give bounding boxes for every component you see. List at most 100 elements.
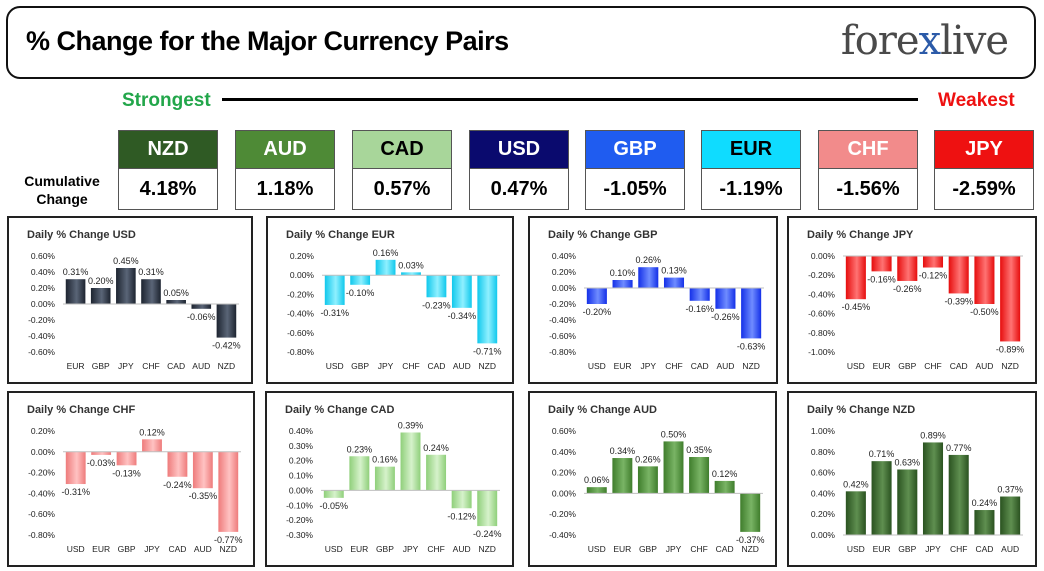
y-tick-label: -0.20% (808, 270, 835, 280)
y-tick-label: -1.00% (808, 347, 835, 357)
currency-code: CHF (819, 131, 917, 169)
data-label: -0.13% (112, 468, 141, 478)
data-label: 0.10% (610, 268, 636, 278)
chart-title: Daily % Change NZD (807, 404, 915, 416)
data-label: 0.63% (895, 457, 921, 467)
bar-cad-gbp (374, 466, 395, 491)
bar-gbp-jpy (638, 267, 659, 288)
bar-chf-jpy (142, 439, 162, 452)
bar-eur-gbp (350, 275, 371, 285)
x-category-label: AUD (453, 361, 471, 371)
x-category-label: USD (588, 361, 606, 371)
currency-code: USD (470, 131, 568, 169)
y-tick-label: -0.20% (28, 315, 55, 325)
data-label: -0.50% (970, 307, 999, 317)
data-label: 0.03% (398, 260, 424, 270)
bar-jpy-gbp (897, 256, 918, 281)
data-label: 0.35% (686, 445, 712, 455)
data-label: -0.63% (737, 341, 766, 351)
bar-eur-cad (426, 275, 447, 298)
y-tick-label: -0.20% (549, 299, 576, 309)
bar-eur-jpy (375, 259, 396, 276)
x-category-label: JPY (640, 361, 656, 371)
chart-title: Daily % Change USD (27, 229, 136, 241)
bar-aud-chf (689, 457, 710, 494)
x-category-label: CHF (427, 544, 444, 554)
chart-panel-aud: Daily % Change AUD 0.60% 0.40% 0.20% 0.00% -0… (528, 391, 777, 567)
bar-aud-usd (586, 487, 607, 494)
chart-title: Daily % Change EUR (286, 229, 395, 241)
data-label: -0.06% (187, 312, 216, 322)
currency-value: -1.56% (819, 169, 917, 209)
y-tick-label: 0.60% (31, 251, 56, 261)
currency-value: 1.18% (236, 169, 334, 209)
bar-usd-jpy (116, 268, 136, 304)
bar-cad-jpy (400, 432, 421, 491)
forexlive-logo: forexlive (840, 18, 1009, 64)
x-category-label: USD (326, 361, 344, 371)
x-category-label: CAD (427, 361, 445, 371)
data-label: 0.05% (163, 288, 189, 298)
bar-eur-chf (401, 272, 421, 276)
chart-aud: Daily % Change AUD 0.60% 0.40% 0.20% 0.00% -0… (548, 404, 764, 554)
data-label: 0.06% (584, 475, 610, 485)
y-tick-label: 0.00% (31, 447, 56, 457)
x-category-label: CHF (142, 361, 159, 371)
x-category-label: CAD (950, 361, 968, 371)
y-tick-label: -0.20% (287, 289, 314, 299)
data-label: 0.26% (636, 255, 662, 265)
y-tick-label: -0.40% (549, 315, 576, 325)
chart-panel-usd: Daily % Change USD 0.60% 0.40% 0.20% 0.00% -0… (7, 216, 253, 384)
y-tick-label: -0.40% (28, 488, 55, 498)
chart-jpy: Daily % Change JPY 0.00% -0.20% -0.40% -0.60… (807, 229, 1024, 371)
x-category-label: NZD (479, 361, 496, 371)
x-category-label: NZD (478, 544, 495, 554)
y-tick-label: 0.40% (811, 488, 836, 498)
data-label: 0.23% (347, 444, 373, 454)
y-tick-label: -0.60% (287, 328, 314, 338)
strength-scale-line (222, 98, 918, 101)
y-tick-label: 0.40% (552, 447, 577, 457)
data-label: -0.20% (583, 307, 612, 317)
bar-aud-eur (612, 458, 633, 494)
x-category-label: CHF (950, 544, 967, 554)
x-category-label: USD (588, 544, 606, 554)
x-category-label: CAD (168, 544, 186, 554)
x-category-label: GBP (351, 361, 369, 371)
y-tick-label: 0.00% (552, 283, 577, 293)
data-label: -0.39% (944, 296, 973, 306)
x-category-label: GBP (92, 361, 110, 371)
chart-chf: Daily % Change CHF 0.20% 0.00% -0.20% -0.40%… (27, 404, 243, 554)
data-label: 0.50% (661, 429, 687, 439)
bar-chf-eur (91, 451, 112, 455)
chart-panel-nzd: Daily % Change NZD 1.00% 0.80% 0.60% 0.40% 0.… (787, 391, 1037, 567)
currency-box-gbp: GBP -1.05% (585, 130, 685, 210)
currency-box-nzd: NZD 4.18% (118, 130, 218, 210)
x-category-label: CHF (665, 361, 682, 371)
data-label: -0.16% (867, 274, 896, 284)
data-label: 0.77% (946, 443, 972, 453)
x-category-label: CHF (924, 361, 941, 371)
x-category-label: AUD (975, 361, 993, 371)
bar-gbp-nzd (741, 288, 762, 339)
data-label: 0.31% (138, 267, 164, 277)
bar-usd-aud (191, 304, 212, 309)
x-category-label: JPY (118, 361, 134, 371)
weakest-label: Weakest (938, 90, 1015, 111)
y-tick-label: 1.00% (811, 426, 836, 436)
chart-panel-eur: Daily % Change EUR 0.20% 0.00% -0.20% -0.40%… (266, 216, 514, 384)
currency-box-usd: USD 0.47% (469, 130, 569, 210)
x-category-label: EUR (350, 544, 368, 554)
x-category-label: USD (847, 361, 865, 371)
y-tick-label: 0.80% (811, 447, 836, 457)
bar-gbp-eur (612, 280, 633, 288)
chart-usd: Daily % Change USD 0.60% 0.40% 0.20% 0.00% -0… (27, 229, 241, 371)
chart-title: Daily % Change JPY (807, 229, 914, 241)
bar-jpy-nzd (1000, 256, 1021, 342)
chart-gbp: Daily % Change GBP0.40%0.20%0.00%-0.20%-… (548, 229, 766, 371)
bar-aud-gbp (637, 466, 658, 494)
chart-title: Daily % Change CHF (27, 404, 135, 416)
currency-box-eur: EUR -1.19% (701, 130, 801, 210)
data-label: -0.42% (212, 341, 241, 351)
data-label: -0.12% (919, 271, 948, 281)
